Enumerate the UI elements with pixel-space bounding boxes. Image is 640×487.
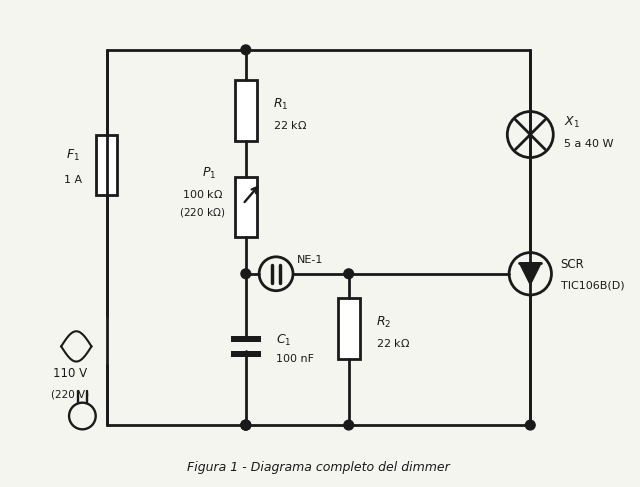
Text: $P_1$: $P_1$: [202, 167, 216, 182]
FancyBboxPatch shape: [235, 80, 257, 141]
Text: 22 k$\Omega$: 22 k$\Omega$: [376, 337, 410, 349]
Text: 100 nF: 100 nF: [276, 354, 314, 363]
Circle shape: [525, 420, 535, 430]
FancyBboxPatch shape: [235, 177, 257, 238]
Text: 22 k$\Omega$: 22 k$\Omega$: [273, 119, 307, 131]
Polygon shape: [520, 263, 541, 285]
Text: $F_1$: $F_1$: [67, 148, 80, 163]
Text: $X_1$: $X_1$: [564, 115, 579, 130]
Text: $R_2$: $R_2$: [376, 315, 391, 330]
Text: SCR: SCR: [561, 258, 584, 271]
Circle shape: [344, 420, 353, 430]
Circle shape: [241, 420, 251, 430]
FancyBboxPatch shape: [230, 351, 261, 356]
Circle shape: [344, 269, 353, 279]
FancyBboxPatch shape: [338, 298, 360, 358]
Text: NE-1: NE-1: [297, 256, 324, 265]
Circle shape: [241, 420, 251, 430]
Text: Figura 1 - Diagrama completo del dimmer: Figura 1 - Diagrama completo del dimmer: [187, 461, 450, 474]
Circle shape: [241, 45, 251, 55]
FancyBboxPatch shape: [230, 336, 261, 341]
FancyBboxPatch shape: [96, 134, 118, 195]
Text: 5 a 40 W: 5 a 40 W: [564, 139, 613, 149]
Text: $C_1$: $C_1$: [276, 333, 292, 348]
Circle shape: [241, 269, 251, 279]
Text: (220 k$\Omega$): (220 k$\Omega$): [179, 206, 225, 219]
Text: (220 V): (220 V): [51, 390, 90, 400]
Text: 110 V: 110 V: [53, 367, 87, 380]
Text: $R_1$: $R_1$: [273, 97, 289, 112]
Text: 100 k$\Omega$: 100 k$\Omega$: [182, 188, 223, 200]
Text: TIC106B(D): TIC106B(D): [561, 281, 624, 291]
Text: 1 A: 1 A: [64, 175, 83, 185]
Circle shape: [241, 420, 251, 430]
